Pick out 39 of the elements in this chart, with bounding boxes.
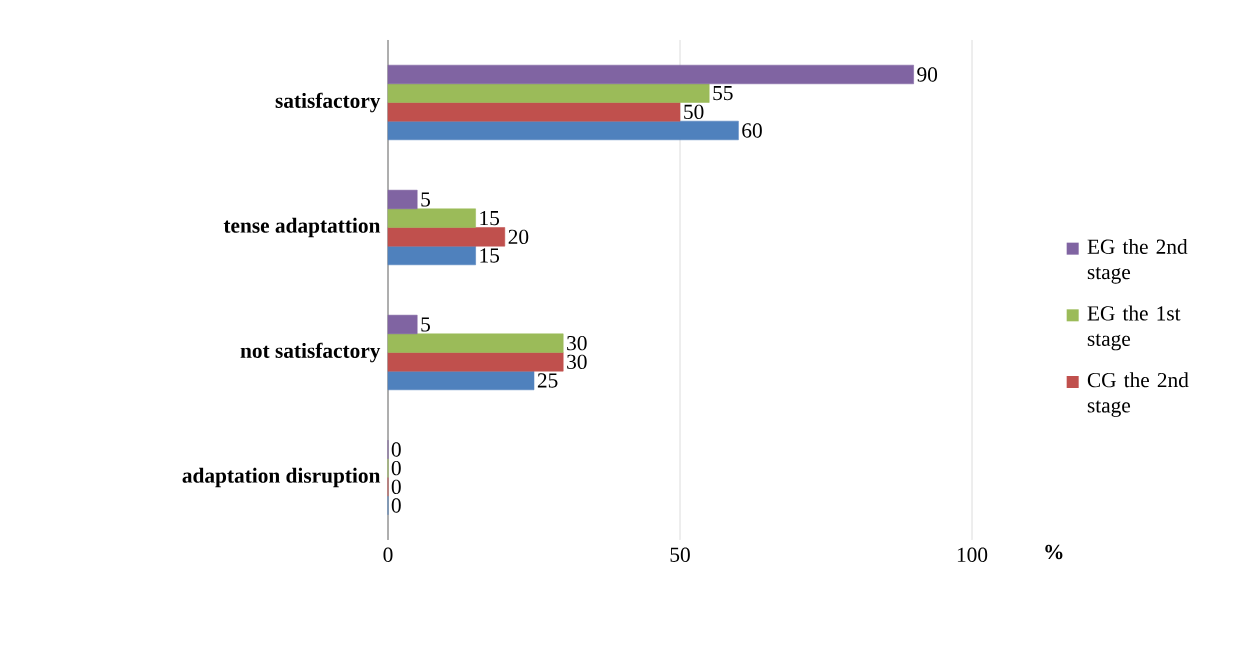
data-label: 15 (480, 248, 500, 263)
x-tick-label: 0 (383, 547, 393, 563)
data-label: 5 (421, 192, 430, 207)
bar (387, 102, 681, 122)
data-label: 50 (684, 104, 704, 120)
data-label: 5 (421, 317, 430, 332)
legend-label: CG the 2nd stage (1087, 372, 1189, 418)
bar (387, 83, 710, 103)
data-label: 60 (742, 123, 762, 138)
data-label: 90 (917, 67, 938, 82)
data-label: 25 (537, 373, 558, 388)
bar (387, 227, 506, 247)
bar (387, 190, 418, 210)
legend-label: EG the 2nd stage (1087, 239, 1188, 284)
x-tick-label: 50 (670, 547, 690, 563)
bar (387, 371, 535, 391)
data-label: 30 (567, 336, 587, 351)
bar (387, 315, 418, 335)
y-tick-label: tense adaptattion (223, 217, 381, 238)
x-axis-title: % (1045, 544, 1063, 560)
data-label: 30 (567, 354, 587, 370)
bar (387, 333, 564, 353)
y-tick-label: adaptation disruption (182, 467, 381, 488)
y-tick-label: satisfactory (275, 92, 381, 113)
data-label: 55 (713, 86, 733, 101)
bar (387, 352, 564, 372)
data-label: 0 (391, 479, 401, 495)
data-label: 0 (391, 498, 401, 513)
bar (387, 246, 476, 266)
data-label: 0 (391, 442, 401, 457)
data-label: 0 (391, 461, 401, 476)
legend-label: EG the 1st stage (1087, 305, 1181, 351)
bar (387, 121, 739, 141)
data-label: 15 (480, 211, 500, 226)
y-tick-label: not satisfactory (240, 342, 381, 363)
x-tick-label: 100 (957, 547, 988, 563)
bar (387, 208, 476, 228)
bar (387, 65, 914, 85)
data-label: 20 (508, 229, 529, 245)
